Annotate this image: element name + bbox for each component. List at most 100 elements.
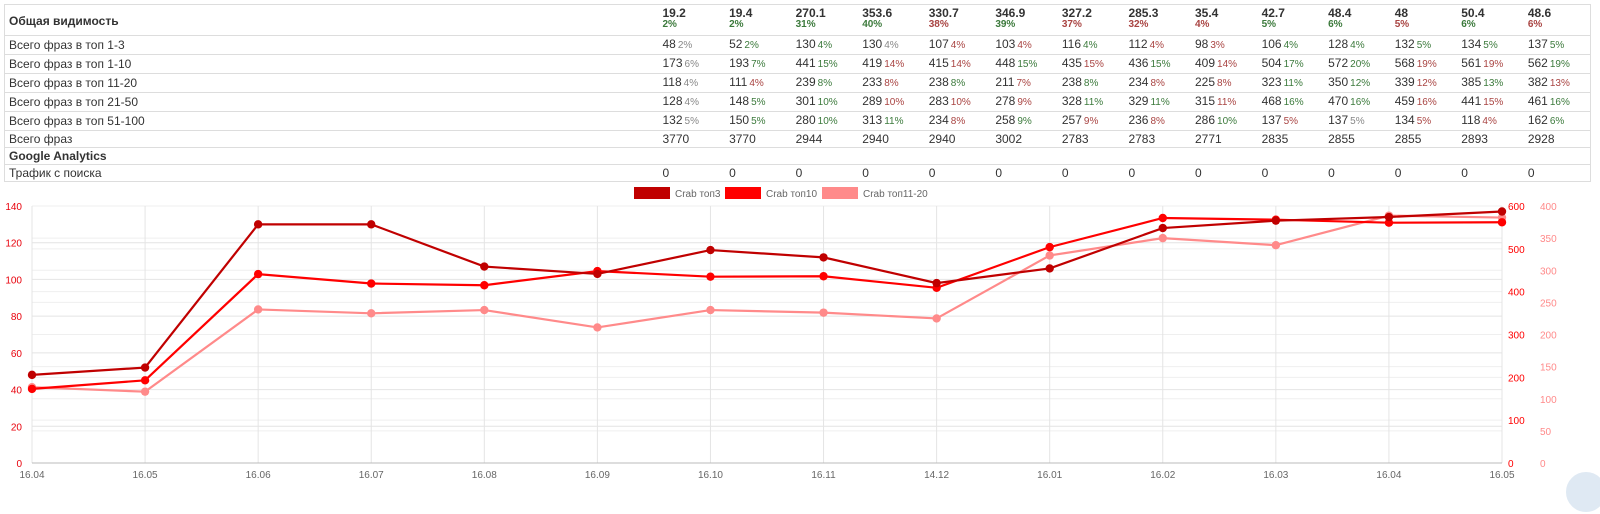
cell-percent: 10% xyxy=(1217,116,1238,127)
table-cell: 111 4% xyxy=(725,73,792,93)
y-tick-label-right: 100 xyxy=(1540,395,1557,406)
cell-value: 2855 xyxy=(1328,132,1355,146)
cell-value: 118 xyxy=(662,75,682,89)
cell-percent: 5% xyxy=(684,116,699,127)
cell-value: 238 xyxy=(1061,75,1082,89)
cell-value: 2835 xyxy=(1261,132,1289,146)
cell-value: 280 xyxy=(795,113,816,127)
cell-percent: 8% xyxy=(817,78,833,89)
cell-value: 211 xyxy=(995,75,1015,89)
cell-value: 2783 xyxy=(1128,132,1156,146)
cell-percent: 5% xyxy=(1283,116,1299,127)
cell-percent: 15% xyxy=(817,59,838,70)
row-label: Всего фраз в топ 11-20 xyxy=(4,73,659,93)
data-point xyxy=(27,370,37,380)
table-cell: 112 4% xyxy=(1124,35,1191,55)
cell-value: 132 xyxy=(662,113,683,127)
table-cell: 0 xyxy=(924,164,992,182)
table-cell: 52 2% xyxy=(725,35,792,55)
cell-value: 3770 xyxy=(729,132,756,146)
cell-value: 329 xyxy=(1128,94,1149,108)
cell-percent: 20% xyxy=(1350,59,1371,70)
table-cell: 0 xyxy=(1457,164,1524,182)
x-tick-label: 16.11 xyxy=(811,470,836,481)
positions-chart: 0 20 40 60 80 100 120 140 0 100 200 300 400 500 600 0 50… xyxy=(5,187,1557,481)
cell-percent: 5% xyxy=(1416,40,1432,51)
y-tick-label-right: 150 xyxy=(1540,363,1557,374)
cell-value: 236 xyxy=(1128,113,1149,127)
table-cell: 118 4% xyxy=(658,73,726,93)
help-button[interactable] xyxy=(1564,470,1600,514)
cell-value: 289 xyxy=(862,94,883,108)
cell-value: 0 xyxy=(1128,166,1136,180)
cell-percent: 16% xyxy=(1549,97,1570,108)
cell-percent: 19% xyxy=(1483,59,1504,70)
table-cell: 162 6% xyxy=(1523,111,1591,131)
cell-value: 234 xyxy=(1128,75,1149,89)
visibility-value: 35.4 xyxy=(1195,6,1219,20)
cell-value: 441 xyxy=(795,56,816,70)
cell-value: 137 xyxy=(1261,113,1282,127)
table-cell: 280 10% xyxy=(791,111,859,131)
cell-value: 419 xyxy=(862,56,883,70)
x-tick-label: 16.08 xyxy=(472,470,497,481)
data-point xyxy=(1158,223,1167,233)
cell-value: 572 xyxy=(1328,56,1349,70)
table-cell: 173 6% xyxy=(658,54,726,74)
visibility-percent: 37% xyxy=(1061,19,1082,30)
cell-value: 2928 xyxy=(1527,132,1555,146)
visibility-percent: 5% xyxy=(1261,19,1277,30)
table-cell: 3002 xyxy=(991,130,1058,148)
table-cell: 48 2% xyxy=(658,35,726,55)
row-label: Всего фраз в топ 21-50 xyxy=(4,92,659,112)
table-cell: 350 12% xyxy=(1324,73,1391,93)
cell-value: 257 xyxy=(1061,113,1082,127)
cell-value: 234 xyxy=(928,113,949,127)
cell-value: 436 xyxy=(1128,56,1149,70)
x-tick-label: 14.12 xyxy=(924,470,949,481)
cell-percent: 7% xyxy=(1016,78,1031,89)
table-cell: 116 4% xyxy=(1057,35,1125,55)
header-cell: 48.4 6% xyxy=(1324,4,1391,36)
visibility-percent: 5% xyxy=(1394,19,1410,30)
x-tick-label: 16.03 xyxy=(1263,470,1288,481)
table-cell: 572 20% xyxy=(1324,54,1391,74)
table-cell: 239 8% xyxy=(791,73,859,93)
table-cell: 504 17% xyxy=(1257,54,1325,74)
table-cell: 568 19% xyxy=(1390,54,1458,74)
y-tick-label-left: 20 xyxy=(11,422,23,433)
table-cell: 0 xyxy=(658,164,726,182)
cell-value: 162 xyxy=(1527,113,1548,127)
cell-percent: 10% xyxy=(884,97,905,108)
legend-label: Crab топ3 xyxy=(675,189,721,200)
cell-value: 134 xyxy=(1394,113,1415,127)
cell-value: 118 xyxy=(1461,113,1481,127)
cell-value: 313 xyxy=(862,113,883,127)
table-cell: 234 8% xyxy=(924,111,992,131)
series-line xyxy=(31,216,1503,390)
table-cell: 2771 xyxy=(1191,130,1258,148)
cell-value: 132 xyxy=(1394,37,1415,51)
visibility-value: 19.2 xyxy=(662,6,686,20)
cell-percent: 12% xyxy=(1350,78,1371,89)
visibility-value: 42.7 xyxy=(1261,6,1285,20)
cell-value: 233 xyxy=(862,75,883,89)
cell-percent: 2% xyxy=(744,40,759,51)
header-cell: 48.6 6% xyxy=(1523,4,1591,36)
table-cell: 0 xyxy=(858,164,925,182)
cell-percent: 8% xyxy=(1150,116,1165,127)
data-point xyxy=(819,253,828,262)
data-point xyxy=(1271,216,1281,225)
table-row: Трафик с поиска 0 0 0 0 0 0 0 0 0 0 0 0 0 0 xyxy=(4,164,1591,182)
visibility-percent: 40% xyxy=(862,19,883,30)
cell-percent: 5% xyxy=(751,97,766,108)
cell-percent: 11% xyxy=(884,116,904,127)
table-cell: 137 5% xyxy=(1523,35,1591,55)
cell-value: 2940 xyxy=(928,132,956,146)
visibility-percent: 6% xyxy=(1461,19,1476,30)
table-cell: 98 3% xyxy=(1191,35,1258,55)
y-tick-label-right: 200 xyxy=(1508,373,1525,384)
data-point xyxy=(593,323,602,332)
x-tick-label: 16.07 xyxy=(359,470,384,481)
cell-value: 0 xyxy=(1061,166,1069,180)
